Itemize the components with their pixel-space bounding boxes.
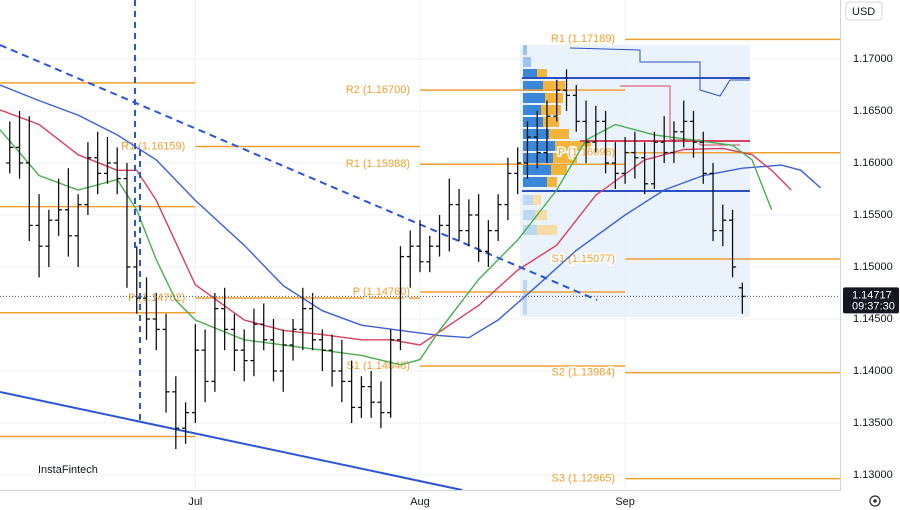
currency-box[interactable]	[845, 1, 883, 21]
settings-icon[interactable]	[869, 495, 881, 507]
profile-bar	[523, 117, 543, 127]
profile-bar	[523, 177, 547, 187]
price-axis-panel	[841, 0, 900, 510]
profile-bar	[523, 210, 535, 220]
last-price-label: 1.14717	[852, 289, 892, 301]
profile-bar	[545, 93, 563, 103]
y-tick-label: 1.13000	[853, 469, 893, 481]
y-tick-label: 1.15500	[853, 209, 893, 221]
profile-bar	[537, 225, 557, 235]
profile-bar	[523, 141, 555, 151]
settings-icon-dot	[873, 499, 877, 503]
profile-bar	[533, 195, 541, 205]
brand: InstaFintech	[38, 464, 98, 476]
y-tick-label: 1.16000	[853, 157, 893, 169]
profile-bar	[543, 81, 565, 91]
pivot-label: S3 (1.12965)	[552, 473, 616, 485]
profile-bar	[555, 141, 591, 151]
profile-bar	[549, 129, 569, 139]
trend-line-dashed	[0, 44, 598, 301]
profile-bar	[523, 225, 537, 235]
moving-average	[0, 109, 792, 346]
value-area-lines	[522, 47, 750, 192]
profile-bar	[523, 57, 531, 67]
profile-outline	[620, 85, 740, 146]
last-price-box	[843, 287, 899, 314]
pivot-label: S2 (1.13984)	[552, 367, 616, 379]
y-tick-label: 1.14000	[853, 365, 893, 377]
ohlc-bars	[0, 69, 840, 450]
profile-outline	[569, 47, 750, 97]
profile-bar	[535, 210, 547, 220]
profile-bar	[523, 280, 527, 315]
x-tick-label: Aug	[410, 496, 430, 508]
currency[interactable]: USD	[852, 6, 875, 18]
moving-average	[0, 84, 821, 339]
profile-bar	[551, 165, 567, 175]
profile-bar	[523, 45, 527, 55]
last-price-time: 09:37:30	[852, 300, 895, 312]
profile-bar	[523, 195, 533, 205]
profile-bar	[523, 105, 541, 115]
profile-bar	[523, 129, 549, 139]
pivot-label: R1 (1.15988)	[346, 158, 410, 170]
y-tick-label: 1.15000	[853, 261, 893, 273]
profile-bar	[523, 69, 537, 79]
pivot-label: S1 (1.14048)	[346, 360, 410, 372]
profile-bar	[543, 117, 559, 127]
profile-bar	[523, 93, 545, 103]
y-tick-label: 1.16500	[853, 105, 893, 117]
time-axis-panel	[0, 491, 841, 510]
x-tick-label: Jul	[188, 496, 202, 508]
pivot-label: R2 (1.16700)	[346, 84, 410, 96]
pivot-label: P (1.14760)	[353, 286, 410, 298]
profile-bar	[541, 105, 561, 115]
pivot-label: R1 (1.16159)	[121, 140, 185, 152]
pivot-label: S1 (1.15077)	[552, 253, 616, 265]
volume-profile	[523, 45, 591, 315]
profile-bar	[553, 153, 577, 163]
x-tick-label: Sep	[615, 496, 635, 508]
profile-bar	[537, 69, 547, 79]
pivot-label: R1 (1.17189)	[551, 33, 615, 45]
y-tick-label: 1.13500	[853, 417, 893, 429]
profile-bar	[523, 153, 553, 163]
profile-bar	[523, 165, 551, 175]
trend-line	[0, 391, 463, 491]
profile-bar	[547, 177, 557, 187]
y-tick-label: 1.17000	[853, 53, 893, 65]
y-tick-label: 1.14500	[853, 313, 893, 325]
profile-bar	[523, 81, 543, 91]
